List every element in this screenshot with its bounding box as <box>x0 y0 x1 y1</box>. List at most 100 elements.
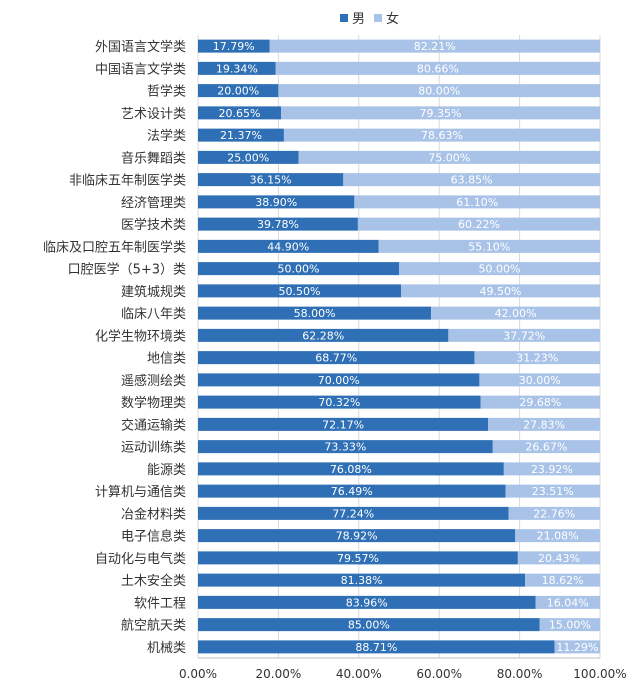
bar-male-23 <box>198 551 518 565</box>
data-label-male-14: 68.77% <box>315 352 357 365</box>
category-label-4: 法学类 <box>147 128 186 144</box>
bar-female-9 <box>378 239 600 253</box>
x-tick-label-1: 20.00% <box>256 667 302 681</box>
data-label-female-13: 37.72% <box>503 329 545 342</box>
bar-female-11 <box>401 284 600 298</box>
data-label-female-7: 61.10% <box>456 196 498 209</box>
bar-male-15 <box>198 373 480 387</box>
data-label-male-25: 83.96% <box>346 596 388 609</box>
bar-female-5 <box>298 150 600 164</box>
bar-female-6 <box>343 173 600 187</box>
x-tick-label-3: 60.00% <box>416 667 462 681</box>
data-label-female-17: 27.83% <box>523 418 565 431</box>
bar-male-27 <box>198 640 555 654</box>
bar-female-16 <box>480 395 600 409</box>
data-label-female-10: 50.00% <box>479 263 521 276</box>
data-label-female-12: 42.00% <box>495 307 537 320</box>
data-label-male-5: 25.00% <box>227 151 269 164</box>
category-label-10: 口腔医学（5+3）类 <box>68 262 186 278</box>
bar-female-7 <box>354 195 600 209</box>
bar-male-17 <box>198 417 489 431</box>
bar-female-25 <box>535 595 600 609</box>
data-label-female-6: 63.85% <box>451 174 493 187</box>
category-label-1: 中国语言文学类 <box>95 61 186 77</box>
data-label-female-19: 23.92% <box>531 463 573 476</box>
bar-male-11 <box>198 284 402 298</box>
data-label-female-18: 26.67% <box>525 441 567 454</box>
data-label-female-9: 55.10% <box>468 240 510 253</box>
category-label-24: 土木安全类 <box>121 573 186 589</box>
data-label-male-20: 76.49% <box>331 485 373 498</box>
data-label-female-4: 78.63% <box>421 129 463 142</box>
data-label-male-9: 44.90% <box>267 240 309 253</box>
x-axis: 0.00% 20.00% 40.00% 60.00% 80.00% 100.00% <box>179 657 627 681</box>
legend-label-0: 男 <box>352 12 365 27</box>
data-label-female-8: 60.22% <box>458 218 500 231</box>
category-label-27: 机械类 <box>147 641 186 656</box>
bar-male-9 <box>198 239 379 253</box>
category-label-0: 外国语言文学类 <box>95 39 186 55</box>
legend-swatch-0 <box>340 14 348 22</box>
bar-female-21 <box>508 506 600 520</box>
bar-male-13 <box>198 328 449 342</box>
category-label-13: 化学生物环境类 <box>95 328 186 344</box>
data-label-female-24: 18.62% <box>542 574 584 587</box>
bar-male-4 <box>198 128 284 142</box>
data-label-male-6: 36.15% <box>250 174 292 187</box>
category-label-18: 运动训练类 <box>121 441 186 456</box>
data-label-female-11: 49.50% <box>480 285 522 298</box>
bar-female-12 <box>431 306 600 320</box>
bar-male-7 <box>198 195 355 209</box>
data-label-male-0: 17.79% <box>213 40 255 53</box>
bar-female-14 <box>474 351 600 365</box>
legend: 男女 <box>340 11 399 27</box>
bar-male-0 <box>198 39 270 53</box>
bar-female-8 <box>357 217 600 231</box>
data-label-female-16: 29.68% <box>519 396 561 409</box>
bar-male-22 <box>198 529 516 543</box>
bar-male-16 <box>198 395 481 409</box>
bar-male-12 <box>198 306 432 320</box>
x-tick-label-0: 0.00% <box>179 667 217 681</box>
bar-male-2 <box>198 84 279 98</box>
data-label-male-19: 76.08% <box>330 463 372 476</box>
category-label-7: 经济管理类 <box>121 196 186 211</box>
bar-male-18 <box>198 440 493 454</box>
category-label-3: 艺术设计类 <box>121 107 186 122</box>
data-label-female-2: 80.00% <box>418 85 460 98</box>
bar-male-10 <box>198 262 399 276</box>
data-label-female-27: 11.29% <box>556 641 598 654</box>
bar-female-26 <box>539 618 600 632</box>
category-label-23: 自动化与电气类 <box>95 551 186 567</box>
bar-male-14 <box>198 351 475 365</box>
bar-male-3 <box>198 106 282 120</box>
data-label-female-3: 79.35% <box>420 107 462 120</box>
x-tick-label-5: 100.00% <box>573 667 626 681</box>
x-tick-label-4: 80.00% <box>497 667 543 681</box>
data-label-female-26: 15.00% <box>549 619 591 632</box>
category-label-22: 电子信息类 <box>121 529 186 545</box>
category-label-11: 建筑城规类 <box>121 284 186 300</box>
category-label-15: 遥感测绘类 <box>121 373 186 389</box>
data-label-female-20: 23.51% <box>532 485 574 498</box>
bar-female-18 <box>492 440 600 454</box>
data-label-female-14: 31.23% <box>516 352 558 365</box>
category-label-14: 地信类 <box>147 352 186 367</box>
data-label-male-26: 85.00% <box>348 619 390 632</box>
data-label-female-21: 22.76% <box>533 507 575 520</box>
bar-female-27 <box>554 640 600 654</box>
category-label-25: 软件工程 <box>134 596 186 611</box>
bar-female-17 <box>488 417 600 431</box>
bar-female-4 <box>283 128 600 142</box>
bar-female-20 <box>505 484 600 498</box>
bar-female-19 <box>503 462 600 476</box>
bar-male-25 <box>198 595 536 609</box>
category-label-9: 临床及口腔五年制医学类 <box>43 239 186 255</box>
data-label-female-15: 30.00% <box>519 374 561 387</box>
legend-swatch-1 <box>374 14 382 22</box>
category-label-19: 能源类 <box>147 463 186 478</box>
category-label-20: 计算机与通信类 <box>95 485 186 500</box>
bar-male-6 <box>198 173 344 187</box>
bar-female-23 <box>517 551 600 565</box>
bar-female-24 <box>525 573 600 587</box>
